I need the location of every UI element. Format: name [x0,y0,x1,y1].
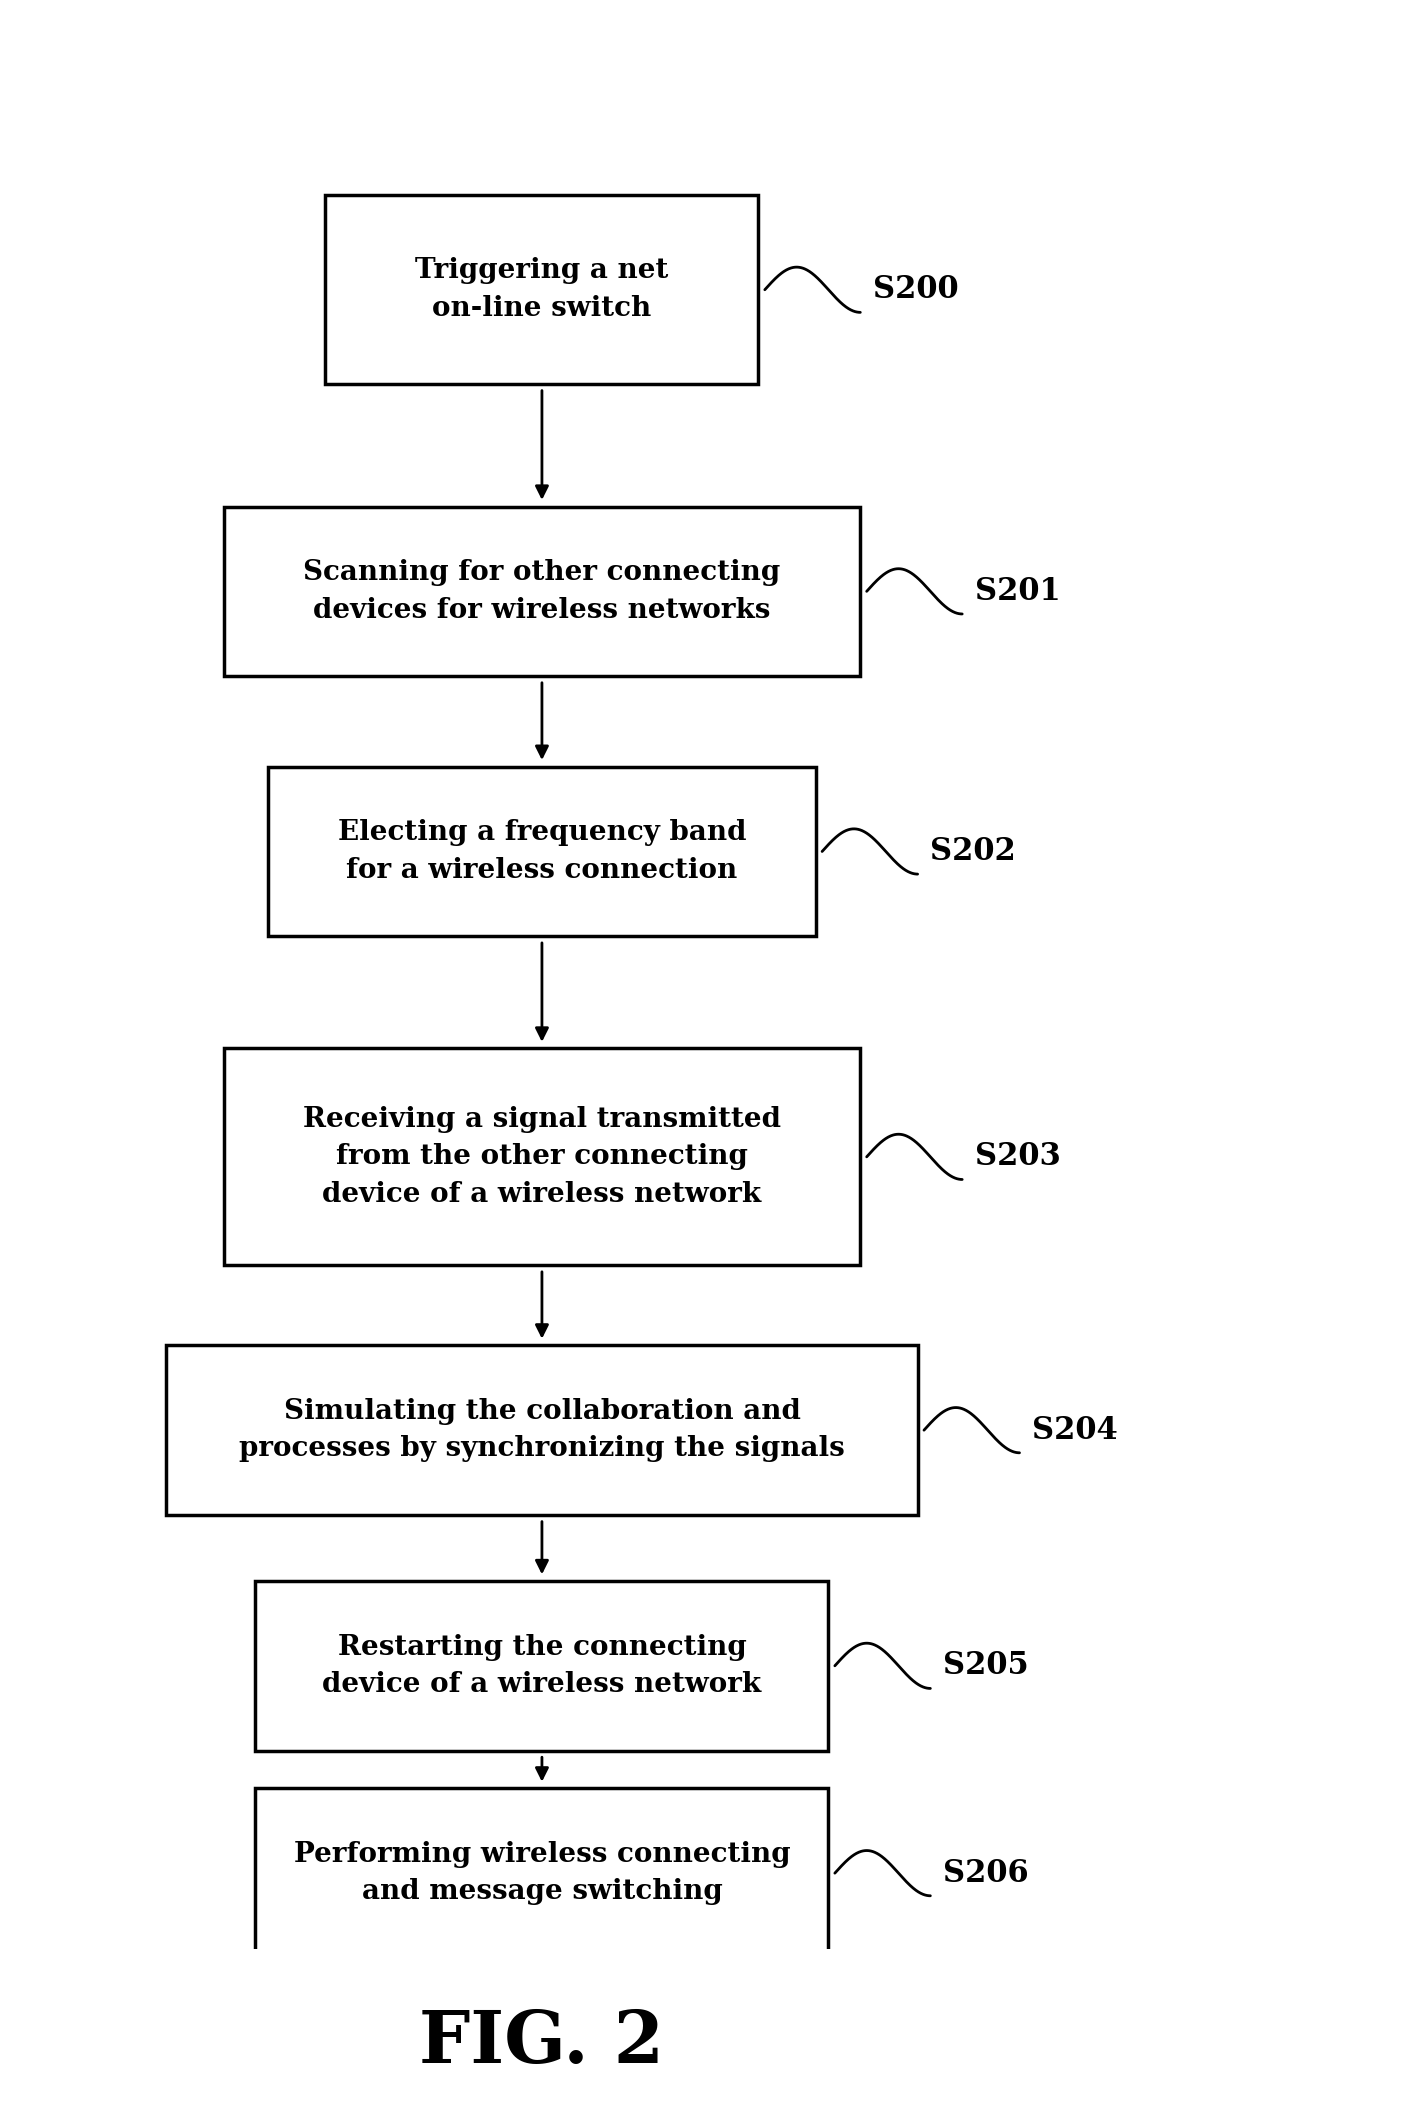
Text: S202: S202 [931,837,1016,866]
Bar [255,1788,828,1957]
Text: Restarting the connecting
device of a wireless network: Restarting the connecting device of a wi… [323,1633,761,1699]
Bar [255,1580,828,1752]
Text: FIG. 2: FIG. 2 [419,2008,665,2078]
Bar [269,767,815,936]
Text: S205: S205 [942,1650,1029,1682]
Text: S203: S203 [975,1142,1061,1173]
Bar [167,1345,918,1514]
Text: S204: S204 [1032,1415,1118,1447]
Text: S200: S200 [873,273,959,305]
Text: Simulating the collaboration and
processes by synchronizing the signals: Simulating the collaboration and process… [239,1398,845,1461]
Text: Electing a frequency band
for a wireless connection: Electing a frequency band for a wireless… [338,820,746,883]
Bar [325,195,758,383]
Text: S201: S201 [975,576,1061,608]
Text: Receiving a signal transmitted
from the other connecting
device of a wireless ne: Receiving a signal transmitted from the … [303,1106,781,1207]
Bar [224,1048,860,1264]
Text: Scanning for other connecting
devices for wireless networks: Scanning for other connecting devices fo… [303,559,781,623]
Text: Triggering a net
on-line switch: Triggering a net on-line switch [415,258,669,322]
Bar [224,506,860,676]
Text: S206: S206 [942,1857,1029,1889]
Text: Performing wireless connecting
and message switching: Performing wireless connecting and messa… [294,1841,790,1906]
